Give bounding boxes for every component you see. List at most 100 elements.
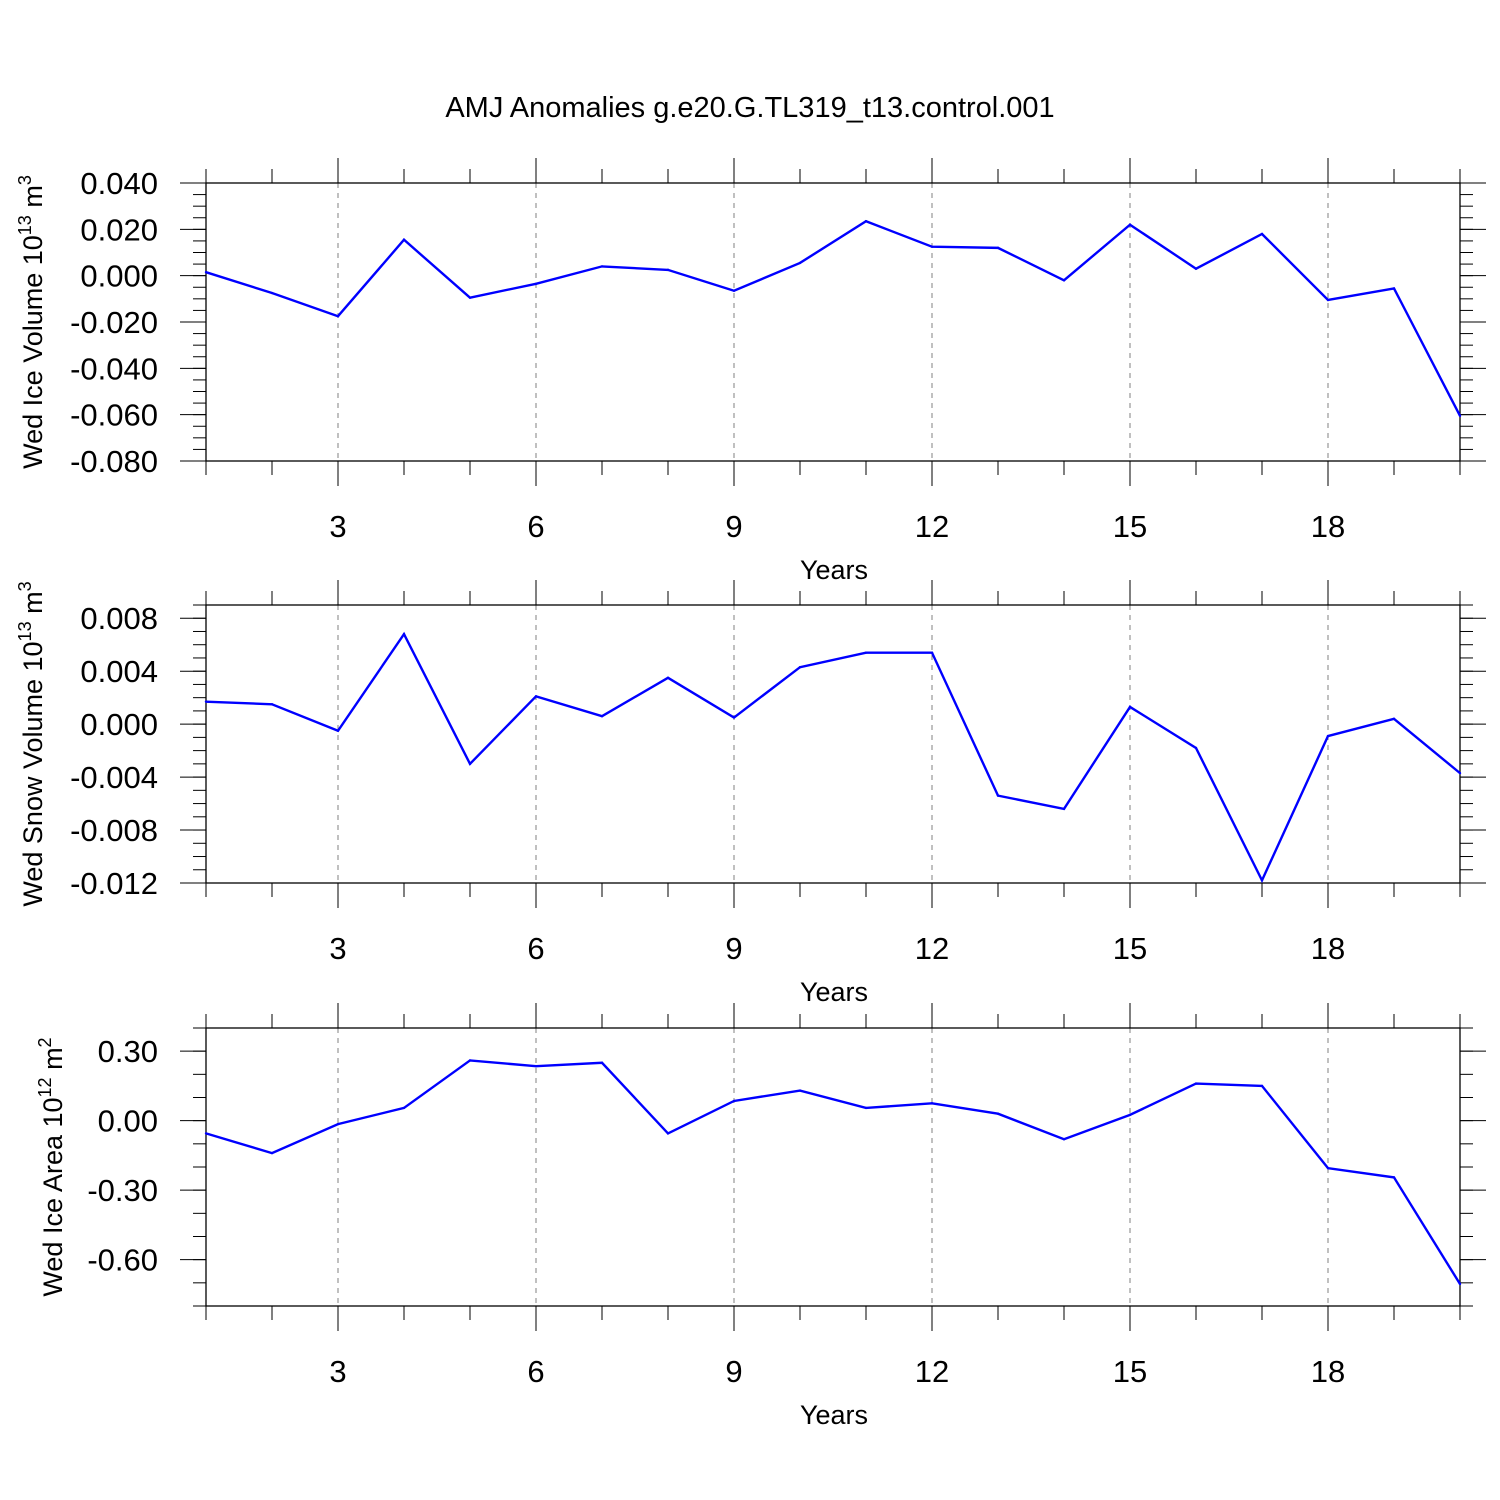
ice-volume-data-point <box>1194 267 1198 270</box>
ice-volume-data-point <box>402 238 406 241</box>
ice-volume-xtick-label: 15 <box>1113 509 1147 544</box>
ice-area-series-line <box>205 1059 1462 1285</box>
ice-volume-data-point <box>204 270 208 274</box>
ice-area-yaxis-title: Wed Ice Area 1012 m2 <box>35 1037 68 1296</box>
snow-volume-xtick-label: 9 <box>725 931 742 966</box>
ice-volume-data-point <box>864 220 868 223</box>
ice-volume-data-point <box>1128 223 1132 226</box>
snow-volume-data-point <box>402 632 406 636</box>
snow-volume-data-point <box>1128 705 1132 709</box>
ice-area-data-point <box>204 1132 208 1135</box>
snow-volume-ylabel-text: m <box>18 591 48 621</box>
snow-volume-xaxis-title: Years <box>800 977 868 1007</box>
snow-volume-data-point <box>600 715 604 718</box>
snow-volume-data-point <box>1392 717 1396 721</box>
snow-volume-data-point <box>336 729 340 732</box>
snow-volume-ytick-label: 0.004 <box>80 654 158 689</box>
ice-area-data-point <box>336 1122 340 1126</box>
snow-volume-xtick-label: 3 <box>329 931 346 966</box>
ice-volume-xaxis-title: Years <box>800 555 868 585</box>
snow-volume-ytick-label: -0.008 <box>70 813 158 848</box>
ice-area-data-point <box>996 1112 1000 1115</box>
ice-area-panel: 3 6 9 12 15 18 Years 0.30 0.00 -0.30 -0.60 Wed Ice … <box>35 1003 1486 1430</box>
snow-volume-data-point <box>1326 734 1330 738</box>
ice-volume-xtick-label: 12 <box>915 509 949 544</box>
snow-volume-ytick-label: -0.012 <box>70 866 158 901</box>
snow-volume-xtick-label: 18 <box>1311 931 1345 966</box>
ice-area-data-point <box>1194 1082 1198 1085</box>
ice-volume-data-point <box>996 246 1000 250</box>
ice-volume-data-point <box>666 268 670 272</box>
ice-area-data-point <box>798 1089 802 1092</box>
ice-area-xtick-label: 12 <box>915 1354 949 1389</box>
snow-volume-ytick-label: 0.008 <box>80 601 158 636</box>
snow-volume-data-point <box>204 700 208 703</box>
ice-volume-ylabel-text: Wed Ice Volume 10 <box>18 235 48 469</box>
snow-volume-series-line <box>205 631 1461 884</box>
snow-volume-data-point <box>930 651 934 654</box>
snow-volume-ytick-label: 0.000 <box>80 707 158 742</box>
ice-area-data-point <box>864 1106 868 1110</box>
ice-volume-data-point <box>1260 232 1264 236</box>
ice-area-data-point <box>666 1132 670 1135</box>
ice-volume-ytick-label: 0.040 <box>80 166 158 201</box>
ice-area-ytick-label: -0.30 <box>87 1173 158 1208</box>
ice-volume-data-point <box>1458 414 1462 418</box>
ice-volume-data-point <box>534 282 538 285</box>
ice-area-ytick-label: 0.30 <box>98 1034 158 1069</box>
ice-area-ytick-label: 0.00 <box>98 1104 158 1139</box>
snow-volume-data-point <box>534 695 538 698</box>
ice-volume-series-line <box>205 219 1462 417</box>
snow-volume-ylabel-superscript: 3 <box>15 581 35 591</box>
ice-volume-plot-frame <box>205 182 1461 462</box>
ice-volume-ytick-label: 0.020 <box>80 212 158 247</box>
ice-area-ylabel-superscript: 2 <box>35 1037 55 1047</box>
ice-volume-data-point <box>600 265 604 268</box>
snow-volume-xtick-label: 15 <box>1113 931 1147 966</box>
ice-area-data-point <box>534 1065 538 1068</box>
ice-volume-ylabel-superscript: 13 <box>15 215 35 235</box>
ice-volume-data-point <box>468 296 472 299</box>
ice-area-data-point <box>1062 1138 1066 1141</box>
ice-volume-xtick-label: 3 <box>329 509 346 544</box>
snow-volume-xtick-label: 12 <box>915 931 949 966</box>
snow-volume-data-point <box>732 716 736 719</box>
snow-volume-data-point <box>468 762 472 766</box>
snow-volume-yaxis-title: Wed Snow Volume 1013 m3 <box>15 581 48 906</box>
ice-area-xaxis-title: Years <box>800 1400 868 1430</box>
ice-area-xtick-label: 15 <box>1113 1354 1147 1389</box>
ice-area-plot-frame <box>205 1027 1461 1307</box>
snow-volume-data-point <box>996 794 1000 797</box>
snow-volume-data-point <box>798 666 802 669</box>
ice-volume-ytick-label: -0.040 <box>70 351 158 386</box>
ice-area-data-point <box>1458 1282 1462 1286</box>
ice-volume-yaxis-title: Wed Ice Volume 1013 m3 <box>15 175 48 469</box>
snow-volume-data-point <box>270 703 274 706</box>
ice-volume-data-point <box>1062 279 1066 282</box>
ice-volume-data-point <box>930 245 934 248</box>
snow-volume-data-point <box>1062 807 1066 811</box>
ice-volume-ytick-label: -0.060 <box>70 398 158 433</box>
ice-volume-xtick-label: 6 <box>527 509 544 544</box>
ice-area-data-point <box>1260 1084 1264 1088</box>
ice-volume-ylabel-superscript: 3 <box>15 175 35 185</box>
ice-area-data-point <box>402 1106 406 1110</box>
snow-volume-ytick-label: -0.004 <box>70 760 158 795</box>
ice-area-data-point <box>600 1061 604 1064</box>
ice-area-ytick-label: -0.60 <box>87 1243 158 1278</box>
ice-area-data-point <box>732 1099 736 1103</box>
snow-volume-plot-frame <box>205 604 1461 884</box>
ice-volume-data-point <box>1326 298 1330 302</box>
ice-area-data-point <box>1128 1113 1132 1117</box>
ice-area-data-point <box>1392 1176 1396 1179</box>
snow-volume-data-point <box>864 651 868 654</box>
ice-area-xtick-label: 3 <box>329 1354 346 1389</box>
ice-volume-xtick-label: 9 <box>725 509 742 544</box>
ice-volume-ytick-label: -0.080 <box>70 444 158 479</box>
chart-title: AMJ Anomalies g.e20.G.TL319_t13.control.… <box>445 92 1055 124</box>
ice-area-data-point <box>468 1059 472 1062</box>
ice-area-xtick-label: 18 <box>1311 1354 1345 1389</box>
ice-area-ylabel-superscript: 12 <box>35 1077 55 1097</box>
ice-volume-ylabel-text: m <box>18 185 48 215</box>
